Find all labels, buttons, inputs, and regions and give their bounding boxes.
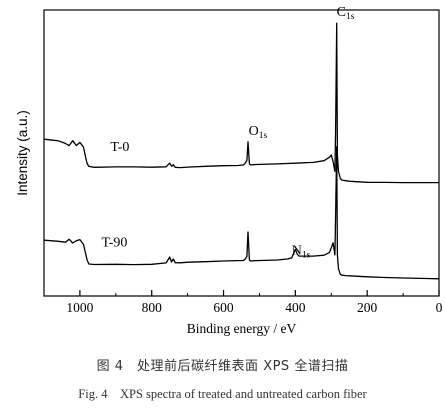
y-axis-label: Intensity (a.u.)	[15, 110, 30, 196]
xps-chart: 1000 800 600 400 200 0 T-0 O1s C1s T-90 N1s Bindi…	[15, 5, 443, 336]
figure-caption-english: Fig. 4 XPS spectra of treated and untrea…	[78, 387, 367, 401]
annotation-layer: T-0 O1s C1s T-90 N1s	[101, 5, 354, 261]
x-tick-label: 1000	[66, 300, 93, 315]
x-tick-label: 600	[213, 300, 234, 315]
x-tick-label: 400	[285, 300, 306, 315]
x-tick-label: 0	[436, 300, 443, 315]
x-axis-label: Binding energy / eV	[187, 321, 297, 336]
peak-label: T-90	[101, 236, 127, 251]
x-tick-label: 800	[142, 300, 163, 315]
peak-label: C1s	[337, 5, 355, 22]
series-line-t-0	[43, 22, 439, 184]
peak-label: T-0	[110, 140, 129, 155]
x-tick-label: 200	[357, 300, 378, 315]
series-layer	[43, 22, 440, 280]
plot-frame	[43, 9, 440, 297]
x-tick-layer: 1000 800 600 400 200 0	[43, 290, 443, 315]
peak-label: O1s	[249, 124, 268, 141]
series-line-t-90	[43, 145, 440, 280]
peak-label: N1s	[292, 244, 311, 261]
figure-caption-chinese: 图 4 处理前后碳纤维表面 XPS 全谱扫描	[96, 359, 349, 374]
